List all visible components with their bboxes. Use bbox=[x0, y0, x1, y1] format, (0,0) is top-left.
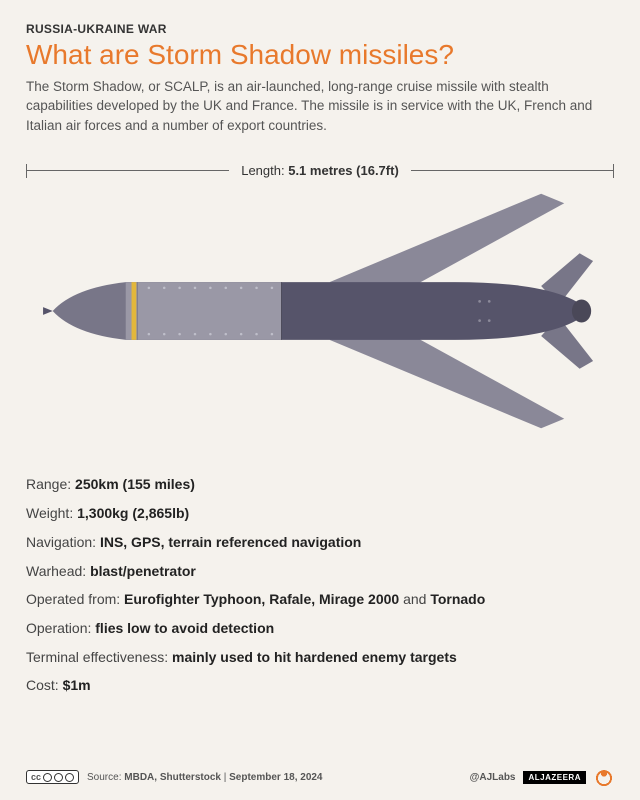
spec-row: Operated from: Eurofighter Typhoon, Rafa… bbox=[26, 585, 614, 614]
spec-row: Operation: flies low to avoid detection bbox=[26, 614, 614, 643]
aljazeera-logo-icon bbox=[594, 766, 614, 788]
source-line: Source: MBDA, Shutterstock | September 1… bbox=[87, 772, 322, 783]
length-value: 5.1 metres (16.7ft) bbox=[288, 163, 399, 178]
footer: cc Source: MBDA, Shutterstock | Septembe… bbox=[26, 766, 614, 788]
length-label: Length: bbox=[241, 163, 288, 178]
specs-list: Range: 250km (155 miles) Weight: 1,300kg… bbox=[26, 470, 614, 700]
brand-badge: ALJAZEERA bbox=[523, 771, 586, 784]
missile-body bbox=[43, 283, 591, 341]
length-dimension: Length: 5.1 metres (16.7ft) bbox=[26, 163, 614, 178]
handle: @AJLabs bbox=[470, 772, 516, 783]
spec-row: Cost: $1m bbox=[26, 671, 614, 700]
spec-row: Weight: 1,300kg (2,865lb) bbox=[26, 499, 614, 528]
kicker: RUSSIA-UKRAINE WAR bbox=[26, 22, 614, 36]
spec-row: Terminal effectiveness: mainly used to h… bbox=[26, 643, 614, 672]
page-title: What are Storm Shadow missiles? bbox=[26, 40, 614, 71]
spec-row: Range: 250km (155 miles) bbox=[26, 470, 614, 499]
diagram-region: Length: 5.1 metres (16.7ft) bbox=[26, 163, 614, 436]
missile-illustration bbox=[30, 186, 610, 436]
spec-row: Navigation: INS, GPS, terrain referenced… bbox=[26, 528, 614, 557]
deck: The Storm Shadow, or SCALP, is an air-la… bbox=[26, 77, 606, 136]
cc-license-icon: cc bbox=[26, 770, 79, 784]
spec-row: Warhead: blast/penetrator bbox=[26, 557, 614, 586]
